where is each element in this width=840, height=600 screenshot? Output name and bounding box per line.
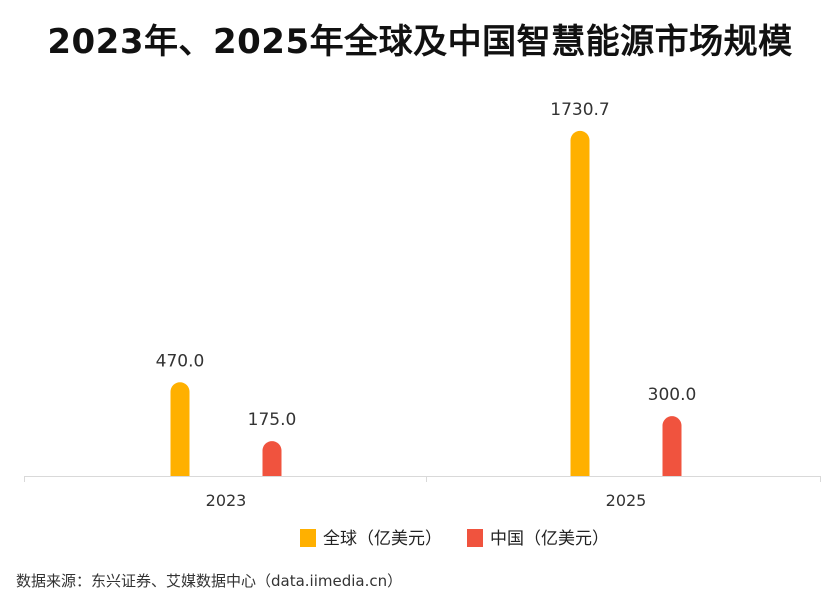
x-tick-label-2025: 2025 xyxy=(606,491,647,510)
chart-title: 2023年、2025年全球及中国智慧能源市场规模 xyxy=(47,22,793,62)
legend-label-global: 全球（亿美元） xyxy=(323,529,442,549)
source-note: 数据来源：东兴证券、艾媒数据中心（data.iimedia.cn） xyxy=(16,572,403,590)
bar-global-2025 xyxy=(570,130,590,476)
value-label-global-2023: 470.0 xyxy=(156,351,205,371)
bars-layer xyxy=(170,130,682,476)
legend-label-china: 中国（亿美元） xyxy=(490,529,609,549)
value-label-china-2023: 175.0 xyxy=(248,410,297,430)
legend-swatch-china xyxy=(467,529,483,547)
x-tick-label-2023: 2023 xyxy=(206,491,247,510)
bar-china-2025 xyxy=(662,416,682,476)
legend: 全球（亿美元） 中国（亿美元） xyxy=(300,529,609,549)
bar-global-2023 xyxy=(170,382,190,476)
bar-china-2023 xyxy=(262,441,282,476)
value-label-global-2025: 1730.7 xyxy=(550,100,609,120)
legend-swatch-global xyxy=(300,529,316,547)
value-label-china-2025: 300.0 xyxy=(648,385,697,405)
x-axis: 2023 2025 xyxy=(24,476,821,510)
data-labels: 470.0 1730.7 175.0 300.0 xyxy=(156,100,697,430)
